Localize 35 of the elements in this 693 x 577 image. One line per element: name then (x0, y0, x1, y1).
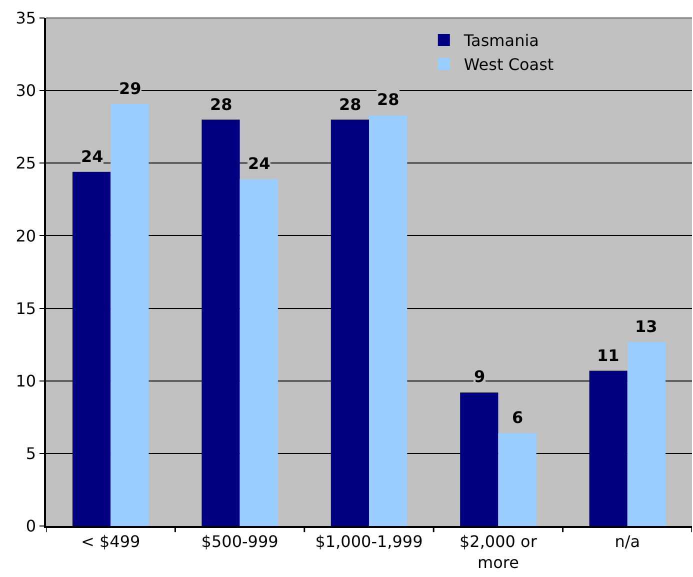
y-tick-label: 35 (16, 8, 36, 28)
bar (589, 370, 628, 526)
y-tick-label: 25 (16, 154, 36, 173)
y-tick-label: 0 (26, 516, 36, 536)
bar (330, 120, 369, 526)
data-label: 24 (81, 147, 104, 166)
bar (72, 172, 111, 526)
bar (369, 115, 408, 526)
y-tick-label: 20 (16, 226, 36, 246)
x-tick-label: < $499 (80, 532, 140, 551)
y-tick-label: 10 (16, 371, 36, 390)
data-label: 24 (248, 154, 270, 173)
data-label: 9 (474, 367, 486, 386)
data-label: 28 (339, 95, 362, 114)
x-tick-label: $1,000-1,999 (315, 532, 423, 551)
y-tick-label: 30 (16, 81, 36, 100)
data-label: 13 (635, 317, 658, 336)
legend-label: West Coast (464, 55, 554, 74)
y-tick-label: 5 (26, 444, 36, 464)
data-label: 29 (119, 79, 142, 98)
data-label: 11 (597, 346, 620, 365)
bar (110, 104, 149, 526)
data-label: 6 (512, 408, 524, 427)
data-label: 28 (377, 90, 400, 109)
bar (202, 120, 240, 526)
x-tick-label: $500-999 (201, 532, 278, 551)
data-label: 28 (210, 95, 232, 114)
x-tick-label: $2,000 or more (459, 532, 538, 572)
bar (240, 179, 278, 526)
x-tick-label: n/a (614, 532, 640, 551)
bar (627, 342, 666, 526)
legend-label: Tasmania (462, 31, 539, 50)
y-tick-label: 15 (16, 298, 36, 318)
bar (498, 433, 536, 526)
bar (460, 392, 498, 526)
